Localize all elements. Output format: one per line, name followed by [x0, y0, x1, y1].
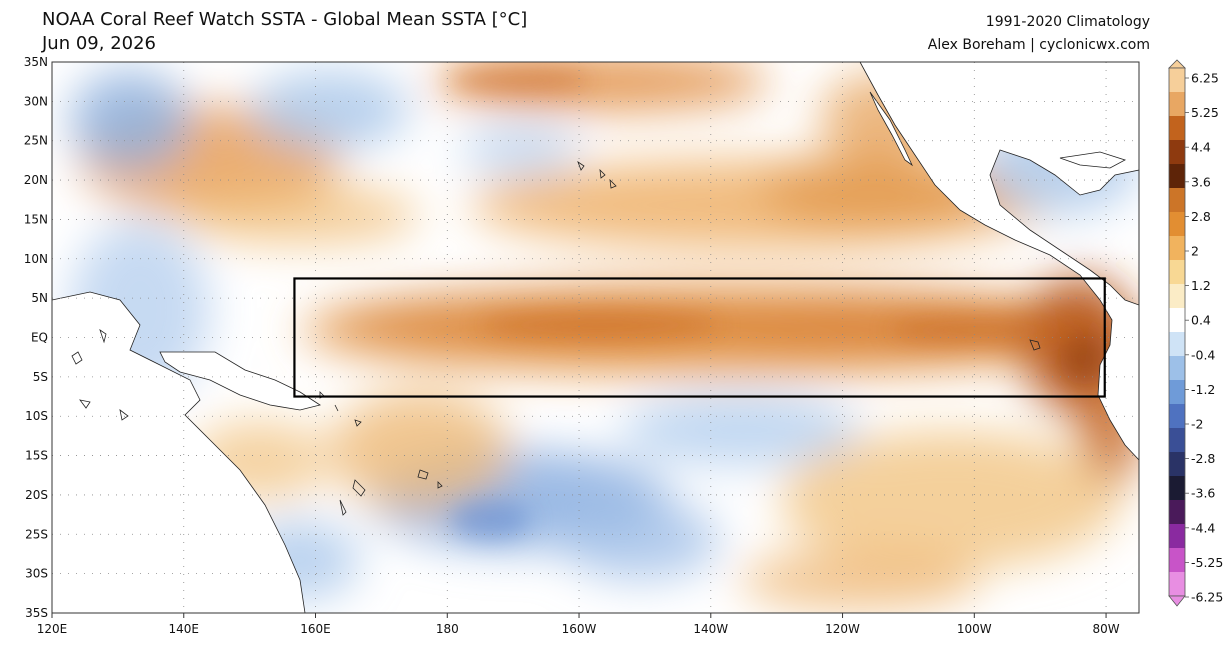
colorbar-lower-arrow [1168, 595, 1186, 607]
lat-tick-label: 5N [31, 291, 48, 305]
colorbar-upper-arrow [1168, 59, 1186, 69]
colorbar-segment [1169, 308, 1185, 333]
colorbar: 6.25 5.25 4.4 3.6 2.8 2 1.2 0.4 -0.4 -1.2 -2 -2.8 -3… [1168, 59, 1223, 607]
colorbar-label: -2 [1191, 417, 1203, 432]
islands [71, 160, 1041, 516]
lat-tick-label: 25S [25, 527, 48, 541]
australia-landmass [51, 291, 306, 614]
lat-tick-label: 20S [25, 488, 48, 502]
colorbar-segment [1169, 260, 1185, 285]
colorbar-segment [1169, 356, 1185, 381]
lon-tick-label: 120E [37, 622, 68, 636]
latitude-axis: 35N 30N 25N 20N 15N 10N 5N EQ 5S 10S 15S 20S 25S 30S 3… [24, 55, 48, 620]
colorbar-segment [1169, 68, 1185, 93]
colorbar-segment [1169, 164, 1185, 189]
climatology-label: 1991-2020 Climatology [985, 14, 1150, 30]
colorbar-label: -6.25 [1191, 590, 1223, 605]
colorbar-label: -3.6 [1191, 486, 1215, 501]
colorbar-segment [1169, 212, 1185, 237]
lat-tick-label: 5S [33, 370, 48, 384]
lat-tick-label: 20N [24, 173, 48, 187]
colorbar-label: 5.25 [1191, 105, 1219, 120]
colorbar-label: -2.8 [1191, 451, 1215, 466]
colorbar-label: -0.4 [1191, 347, 1215, 362]
new-guinea-landmass [159, 351, 321, 411]
lat-tick-label: 15N [24, 212, 48, 226]
colorbar-segment [1169, 548, 1185, 573]
colorbar-label: 0.4 [1191, 313, 1211, 328]
colorbar-segment [1169, 140, 1185, 165]
colorbar-label: 2 [1191, 244, 1199, 259]
lat-tick-label: 15S [25, 449, 48, 463]
colorbar-label: -1.2 [1191, 382, 1215, 397]
colorbar-segment [1169, 524, 1185, 549]
lon-tick-label: 160E [300, 622, 331, 636]
colorbar-label: -4.4 [1191, 520, 1215, 535]
chart-date: Jun 09, 2026 [42, 33, 157, 54]
colorbar-segment [1169, 428, 1185, 453]
map-frame [51, 61, 1140, 614]
colorbar-segment [1169, 572, 1185, 597]
lon-tick-label: 120W [825, 622, 860, 636]
lon-tick-label: 140E [169, 622, 200, 636]
lat-tick-label: 30N [24, 94, 48, 108]
colorbar-segment [1169, 188, 1185, 213]
lat-tick-label: 10N [24, 252, 48, 266]
colorbar-segment [1169, 476, 1185, 501]
lon-tick-label: 140W [693, 622, 728, 636]
lat-tick-label: 35N [24, 55, 48, 69]
colorbar-segment [1169, 500, 1185, 525]
lat-tick-label: 25N [24, 134, 48, 148]
lat-tick-label: 10S [25, 409, 48, 423]
colorbar-segment [1169, 116, 1185, 141]
colorbar-label: 3.6 [1191, 174, 1211, 189]
colorbar-segment [1169, 404, 1185, 429]
colorbar-segment [1169, 452, 1185, 477]
colorbar-label: 2.8 [1191, 209, 1211, 224]
colorbar-labels: 6.25 5.25 4.4 3.6 2.8 2 1.2 0.4 -0.4 -1.2 -2 -2.8 -3… [1185, 71, 1223, 605]
colorbar-label: 4.4 [1191, 140, 1211, 155]
colorbar-label: -5.25 [1191, 555, 1223, 570]
lat-tick-label: EQ [31, 331, 48, 345]
colorbar-segment [1169, 236, 1185, 261]
lon-tick-label: 100W [957, 622, 992, 636]
colorbar-segment [1169, 92, 1185, 117]
chart-title: NOAA Coral Reef Watch SSTA - Global Mean… [42, 9, 528, 30]
lon-tick-label: 80W [1092, 622, 1119, 636]
colorbar-label: 6.25 [1191, 71, 1219, 86]
colorbar-segments [1168, 67, 1186, 597]
land-masses [51, 61, 1140, 614]
lat-tick-label: 35S [25, 606, 48, 620]
longitude-axis: 120E 140E 160E 180 160W 140W 120W 100W 80W [37, 613, 1120, 636]
lon-tick-label: 180 [436, 622, 459, 636]
nino-region-box [293, 277, 1106, 398]
baja-california [869, 91, 914, 167]
colorbar-segment [1169, 380, 1185, 405]
colorbar-label: 1.2 [1191, 278, 1211, 293]
lat-tick-label: 30S [25, 567, 48, 581]
cuba-island [1059, 151, 1127, 169]
colorbar-segment [1169, 332, 1185, 357]
colorbar-segment [1169, 284, 1185, 309]
credit-label: Alex Boreham | cyclonicwx.com [927, 37, 1150, 53]
lon-tick-label: 160W [562, 622, 597, 636]
